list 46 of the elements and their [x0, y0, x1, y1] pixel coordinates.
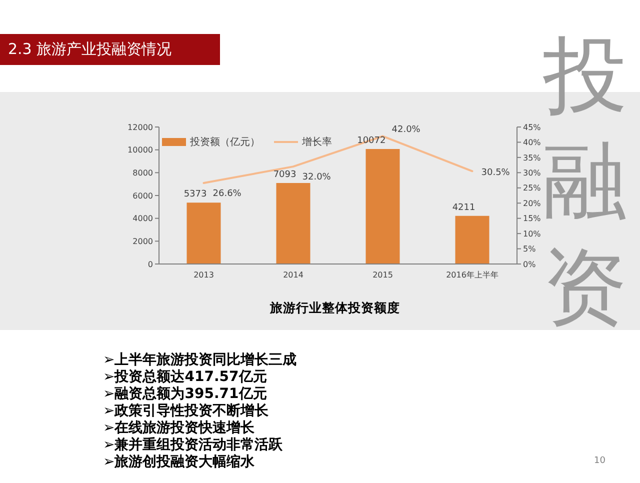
data-label: 26.6%: [212, 189, 242, 200]
y-tick-label: 2000: [132, 237, 153, 246]
text: ➢融资总额为395.71亿元: [103, 386, 268, 403]
y-tick-label: 10000: [128, 146, 153, 155]
text: ➢上半年旅游投资同比增长三成: [103, 352, 297, 368]
y2-tick-label: 30%: [523, 168, 542, 178]
y2-tick-label: 5%: [523, 244, 536, 254]
y2-tick-label: 45%: [523, 122, 542, 132]
data-label: 5373: [184, 190, 207, 200]
text: ➢政策引导性投资不断增长: [103, 403, 270, 420]
y2-tick-label: 10%: [523, 229, 542, 238]
text: 旅游行业整体投资额度: [270, 300, 400, 315]
x-tick-label: 2015: [372, 270, 393, 280]
y2-tick-label: 20%: [523, 198, 542, 208]
text: ➢在线旅游投资快速增长: [103, 420, 256, 437]
legend-label: 投资额（亿元）: [190, 136, 260, 149]
y-tick-label: 6000: [132, 191, 153, 200]
y-tick-label: 4000: [132, 214, 153, 224]
data-label: 32.0%: [302, 172, 332, 183]
y-tick-label: 12000: [128, 122, 153, 132]
y-tick-label: 0: [148, 260, 153, 269]
text: 10: [594, 456, 606, 466]
bar: [366, 149, 400, 264]
bar: [455, 216, 490, 264]
text: 投融资: [542, 25, 628, 338]
text: ➢投资总额达417.57亿元: [103, 369, 268, 386]
chart-title: 2.3 旅游产业投融资情况: [0, 34, 220, 65]
data-label: 30.5%: [481, 168, 510, 178]
y2-tick-label: 35%: [523, 153, 542, 162]
y2-tick-label: 15%: [523, 214, 542, 224]
data-label: 4211: [452, 202, 476, 213]
y2-tick-label: 25%: [523, 184, 542, 193]
x-tick-label: 2016年上半年: [446, 270, 498, 280]
x-tick-label: 2014: [283, 270, 304, 280]
y2-tick-label: 40%: [523, 138, 542, 148]
x-tick-label: 2013: [194, 270, 214, 280]
data-label: 42.0%: [392, 125, 421, 136]
y-tick-label: 8000: [132, 168, 153, 178]
y2-tick-label: 0%: [523, 260, 536, 269]
bar: [276, 183, 310, 264]
text: ➢兼并重组投资活动非常活跃: [103, 437, 284, 454]
data-label: 7093: [273, 170, 296, 180]
bar: [186, 202, 221, 264]
legend-label: 增长率: [302, 136, 332, 149]
text: ➢旅游创投融资大幅缩水: [103, 454, 256, 471]
line-series: [202, 135, 474, 184]
